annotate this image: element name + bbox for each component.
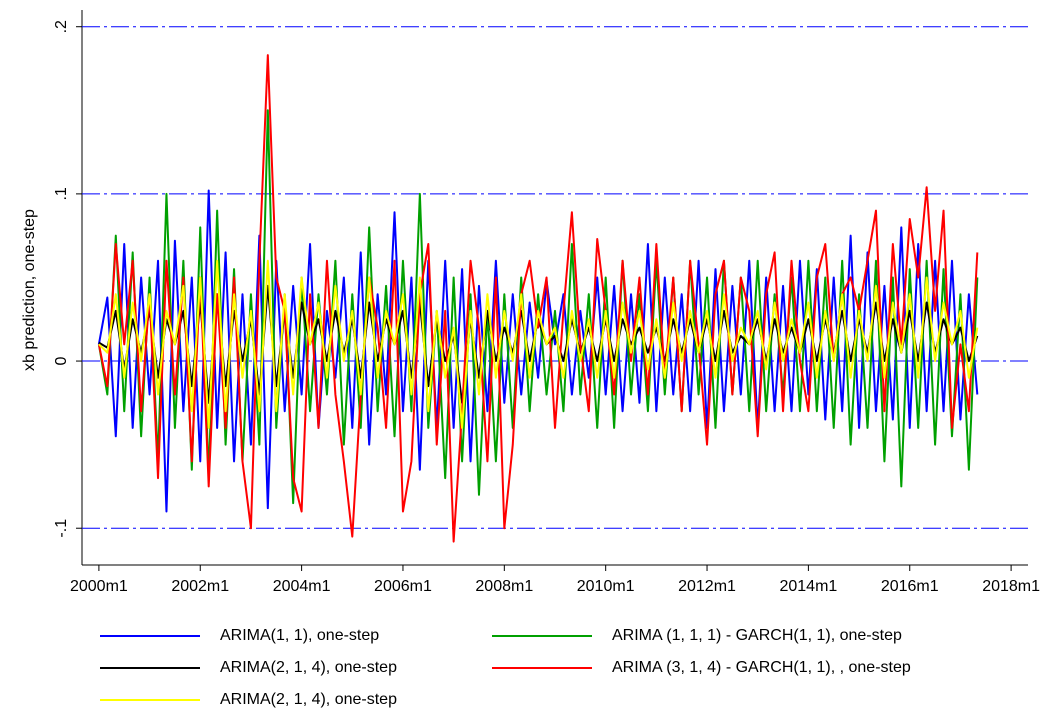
x-tick-label: 2018m1 [982, 578, 1040, 595]
y-tick-label: -.1 [53, 519, 70, 538]
series-line [97, 109, 979, 505]
legend-label: ARIMA(2, 1, 4), one-step [220, 659, 397, 676]
legend-label: ARIMA(1, 1), one-step [220, 627, 379, 644]
x-tick-label: 2000m1 [70, 578, 128, 595]
legend-label: ARIMA (1, 1, 1) - GARCH(1, 1), one-step [612, 627, 902, 644]
y-tick-label: .2 [53, 20, 70, 33]
x-tick-label: 2002m1 [171, 578, 229, 595]
y-tick-label: 0 [53, 357, 70, 366]
legend-label: ARIMA(2, 1, 4), one-step [220, 691, 397, 708]
x-tick-label: 2010m1 [577, 578, 635, 595]
y-axis-title: xb prediction, one-step [21, 209, 38, 371]
x-tick-label: 2016m1 [881, 578, 939, 595]
x-tick-label: 2008m1 [475, 578, 533, 595]
x-tick-label: 2012m1 [678, 578, 736, 595]
x-tick-label: 2006m1 [374, 578, 432, 595]
x-tick-label: 2014m1 [779, 578, 837, 595]
x-tick-label: 2004m1 [273, 578, 331, 595]
series-line [97, 54, 979, 543]
legend-label: ARIMA (3, 1, 4) - GARCH(1, 1), , one-ste… [612, 659, 911, 676]
y-tick-label: .1 [53, 187, 70, 200]
series-line [98, 259, 979, 429]
